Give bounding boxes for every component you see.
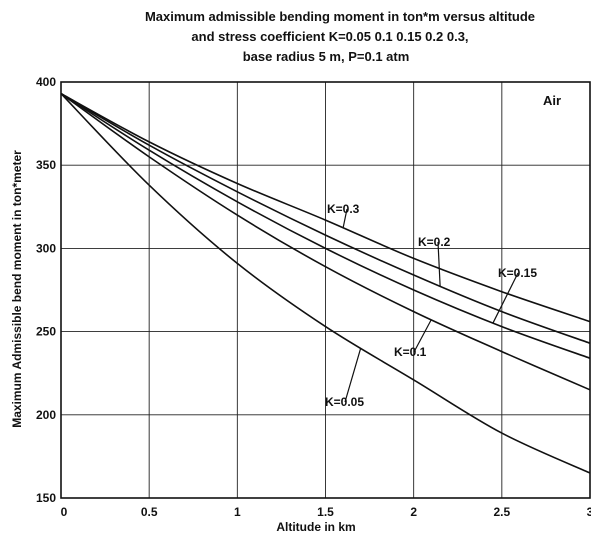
- grid: [61, 82, 590, 498]
- x-tick-label: 0.5: [141, 505, 158, 519]
- series-line-k-0-2: [60, 92, 591, 344]
- x-tick-labels: 0 0.5 1 1.5 2 2.5 3: [61, 505, 591, 519]
- y-tick-label: 150: [36, 491, 56, 505]
- series-label-k-0-1: K=0.1: [394, 345, 427, 359]
- medium-annotation: Air: [543, 93, 561, 108]
- x-axis-label: Altitude in km: [276, 520, 355, 534]
- y-tick-label: 300: [36, 241, 56, 255]
- plot-frame: [60, 81, 591, 499]
- x-tick-label: 1.5: [317, 505, 334, 519]
- series-labels: K=0.05 K=0.1 K=0.15 K=0.2 K=0.3: [325, 202, 537, 409]
- y-tick-label: 400: [36, 75, 56, 89]
- title-line-2: and stress coefficient K=0.05 0.1 0.15 0…: [191, 29, 468, 44]
- title-line-3: base radius 5 m, P=0.1 atm: [243, 49, 410, 64]
- leader-line-k-0-05: [344, 347, 362, 403]
- leader-line-k-0-15: [492, 272, 519, 324]
- y-axis-label: Maximum Admissible bend moment in ton*me…: [10, 150, 24, 428]
- series-label-k-0-2: K=0.2: [418, 235, 451, 249]
- series-label-k-0-3: K=0.3: [327, 202, 360, 216]
- y-tick-labels: 150 200 250 300 350 400: [36, 75, 56, 505]
- y-tick-label: 250: [36, 325, 56, 339]
- series-line-k-0-1: [60, 92, 591, 391]
- y-tick-label: 200: [36, 408, 56, 422]
- x-tick-label: 2: [410, 505, 417, 519]
- leader-line-k-0-1: [413, 319, 432, 353]
- y-tick-label: 350: [36, 158, 56, 172]
- series-label-k-0-05: K=0.05: [325, 395, 364, 409]
- series-line-k-0-05: [60, 93, 591, 474]
- leader-line-k-0-3: [342, 208, 348, 228]
- chart-title: Maximum admissible bending moment in ton…: [145, 9, 535, 64]
- x-tick-label: 0: [61, 505, 68, 519]
- series-label-k-0-15: K=0.15: [498, 266, 537, 280]
- leader-line-k-0-2: [437, 241, 441, 287]
- x-tick-label: 2.5: [493, 505, 510, 519]
- x-tick-label: 1: [234, 505, 241, 519]
- series-lines: [60, 92, 591, 474]
- series-line-k-0-3: [60, 92, 591, 323]
- series-line-k-0-15: [60, 92, 591, 359]
- x-tick-label: 3: [587, 505, 591, 519]
- title-line-1: Maximum admissible bending moment in ton…: [145, 9, 535, 24]
